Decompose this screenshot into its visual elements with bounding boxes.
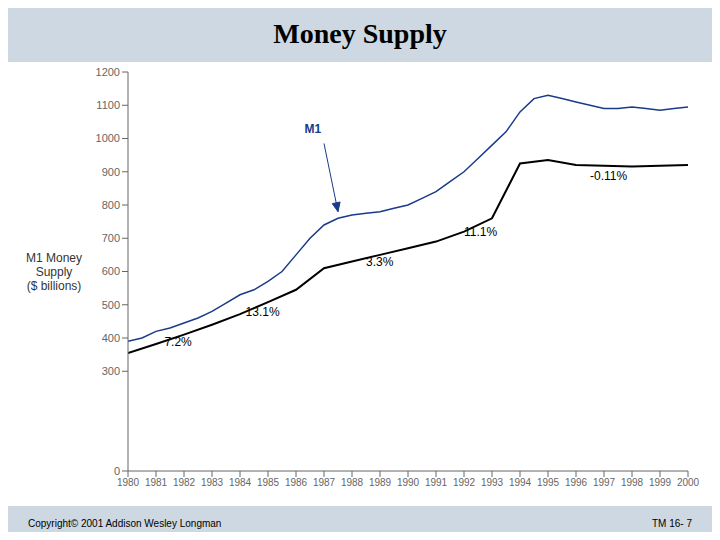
- svg-text:600: 600: [102, 265, 120, 277]
- svg-text:1984: 1984: [229, 477, 252, 488]
- svg-text:-0.11%: -0.11%: [590, 169, 627, 183]
- svg-text:11.1%: 11.1%: [464, 225, 497, 239]
- svg-text:500: 500: [102, 299, 120, 311]
- svg-text:1999: 1999: [649, 477, 672, 488]
- svg-text:1991: 1991: [425, 477, 448, 488]
- svg-text:1982: 1982: [173, 477, 196, 488]
- html-text:TM 16- 7: TM 16- 7: [652, 518, 692, 529]
- svg-text:1989: 1989: [369, 477, 392, 488]
- svg-text:3.3%: 3.3%: [366, 255, 394, 269]
- svg-text:400: 400: [102, 332, 120, 344]
- svg-text:M1: M1: [304, 122, 321, 136]
- svg-text:2000: 2000: [677, 477, 700, 488]
- html-text:Money Supply: Money Supply: [273, 18, 447, 49]
- svg-text:700: 700: [102, 232, 120, 244]
- svg-text:13.1%: 13.1%: [246, 305, 280, 319]
- svg-text:1986: 1986: [285, 477, 308, 488]
- svg-text:800: 800: [102, 199, 120, 211]
- svg-text:1200: 1200: [96, 66, 120, 78]
- svg-text:1983: 1983: [201, 477, 224, 488]
- svg-text:1993: 1993: [481, 477, 504, 488]
- svg-text:1996: 1996: [565, 477, 588, 488]
- svg-text:300: 300: [102, 365, 120, 377]
- svg-text:1992: 1992: [453, 477, 476, 488]
- svg-text:1998: 1998: [621, 477, 644, 488]
- svg-text:M1 MoneySupply($ billions): M1 MoneySupply($ billions): [26, 251, 82, 293]
- svg-text:900: 900: [102, 166, 120, 178]
- svg-text:1995: 1995: [537, 477, 560, 488]
- svg-text:1980: 1980: [117, 477, 140, 488]
- svg-text:7.2%: 7.2%: [164, 335, 192, 349]
- svg-text:1988: 1988: [341, 477, 364, 488]
- svg-text:1990: 1990: [397, 477, 420, 488]
- svg-text:1994: 1994: [509, 477, 532, 488]
- html-text:Copyright© 2001 Addison Wesley: Copyright© 2001 Addison Wesley Longman: [28, 518, 222, 529]
- svg-text:1985: 1985: [257, 477, 280, 488]
- svg-text:1100: 1100: [96, 99, 120, 111]
- svg-text:1987: 1987: [313, 477, 336, 488]
- svg-text:0: 0: [114, 465, 120, 477]
- svg-text:1000: 1000: [96, 132, 120, 144]
- svg-text:1997: 1997: [593, 477, 616, 488]
- svg-text:1981: 1981: [145, 477, 168, 488]
